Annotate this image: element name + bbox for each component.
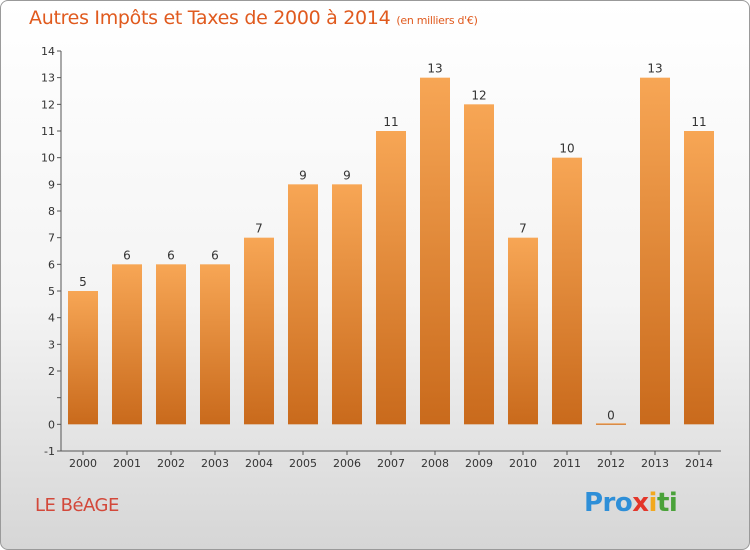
bar-2004 [244, 237, 274, 425]
x-tick-label: 2014 [685, 457, 713, 470]
bar-2011 [552, 157, 582, 425]
y-tick-label: 8 [48, 205, 55, 218]
bar-2013 [640, 77, 670, 425]
bar-2001 [112, 264, 142, 425]
x-tick-label: 2011 [553, 457, 581, 470]
x-tick-label: 2005 [289, 457, 317, 470]
bar-2014 [684, 131, 714, 425]
bar-2009 [464, 104, 494, 425]
value-label-2009: 12 [471, 88, 486, 102]
y-tick-label: 6 [48, 258, 55, 271]
x-axis: 2000 2001 2002 2003 2004 2005 2006 2007 2008 2009… [61, 450, 721, 470]
x-tick-label: 2013 [641, 457, 669, 470]
value-label-2006: 9 [343, 168, 351, 182]
bar-2007 [376, 131, 406, 425]
x-tick-label: 2003 [201, 457, 229, 470]
y-tick-label: -1 [44, 445, 55, 458]
value-label-2014: 11 [691, 115, 706, 129]
x-tick-label: 2010 [509, 457, 537, 470]
bar-2010 [508, 237, 538, 425]
value-label-2000: 5 [79, 275, 87, 289]
y-tick-label: 13 [41, 72, 55, 85]
x-tick-label: 2008 [421, 457, 449, 470]
y-tick-label: 4 [48, 312, 55, 325]
x-tick-label: 2002 [157, 457, 185, 470]
value-label-2012: 0 [607, 408, 615, 422]
y-tick-label: 2 [48, 365, 55, 378]
x-tick-label: 2001 [113, 457, 141, 470]
value-label-2010: 7 [519, 222, 527, 236]
bar-2012 [596, 423, 626, 425]
value-label-2005: 9 [299, 168, 307, 182]
y-tick-label: 7 [48, 232, 55, 245]
bars [68, 77, 714, 425]
commune-name: LE BéAGE [35, 495, 119, 516]
bar-2002 [156, 264, 186, 425]
value-label-2002: 6 [167, 248, 175, 262]
x-tick-label: 2004 [245, 457, 273, 470]
x-tick-label: 2007 [377, 457, 405, 470]
value-label-2004: 7 [255, 222, 263, 236]
bar-2005 [288, 184, 318, 425]
value-label-2013: 13 [647, 62, 662, 76]
x-tick-label: 2012 [597, 457, 625, 470]
value-label-2011: 10 [559, 142, 574, 156]
y-tick-label: 14 [41, 45, 55, 58]
chart-unit: (en milliers d'€) [396, 14, 478, 27]
value-label-2001: 6 [123, 248, 131, 262]
value-label-2003: 6 [211, 248, 219, 262]
value-label-2007: 11 [383, 115, 398, 129]
y-tick-label: 3 [48, 338, 55, 351]
y-tick-label: 9 [48, 178, 55, 191]
bar-2006 [332, 184, 362, 425]
bar-2003 [200, 264, 230, 425]
y-tick-label: 10 [41, 152, 55, 165]
chart-title: Autres Impôts et Taxes de 2000 à 2014 (en… [29, 7, 478, 29]
chart-title-text: Autres Impôts et Taxes de 2000 à 2014 [29, 7, 391, 29]
y-tick-label: 5 [48, 285, 55, 298]
y-tick-label: 11 [41, 125, 55, 138]
bar-2000 [68, 291, 98, 425]
value-label-2008: 13 [427, 62, 442, 76]
x-tick-label: 2006 [333, 457, 361, 470]
y-axis: -1 0 2 3 4 5 6 7 8 9 10 11 12 13 14 [41, 45, 62, 458]
value-labels: 5 6 6 6 7 9 9 11 13 12 7 10 0 13 11 [79, 62, 706, 423]
y-tick-label: 0 [48, 418, 55, 431]
proxiti-logo[interactable]: Proxiti [584, 488, 678, 518]
bar-2008 [420, 77, 450, 425]
x-tick-label: 2000 [69, 457, 97, 470]
x-tick-label: 2009 [465, 457, 493, 470]
y-tick-label: 12 [41, 98, 55, 111]
